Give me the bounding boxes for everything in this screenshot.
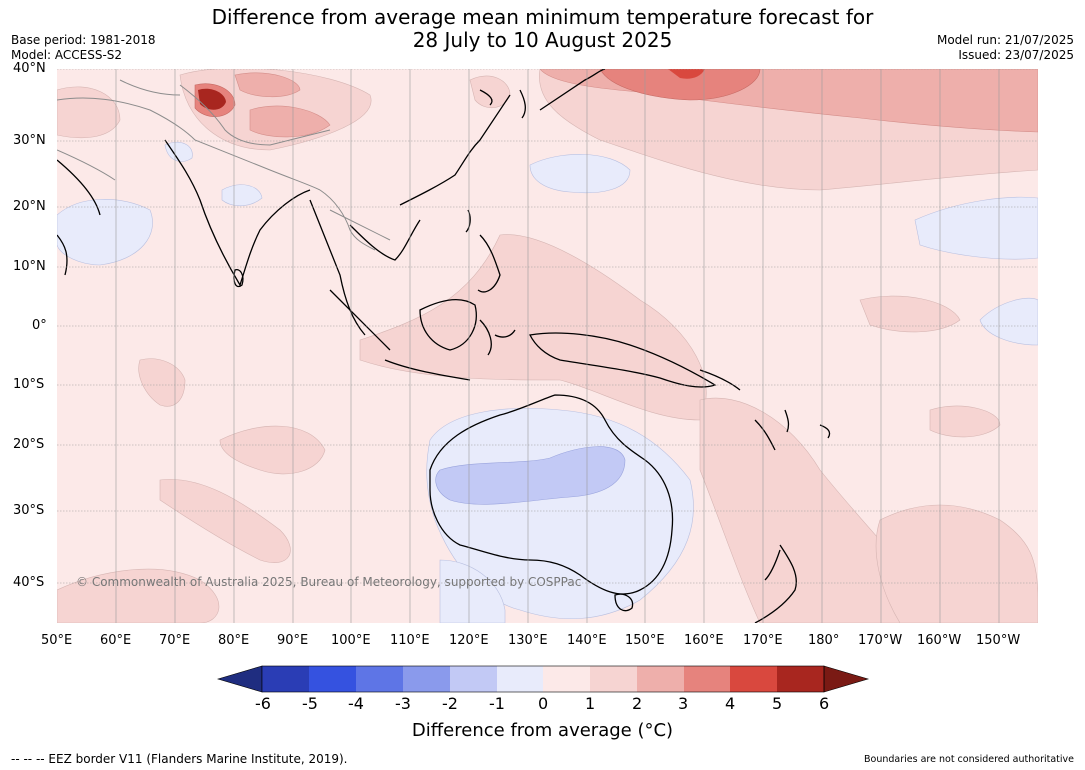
colorbar-tick: -5 — [302, 694, 318, 713]
lon-label: 80°E — [218, 633, 250, 648]
colorbar-tick: 6 — [819, 694, 830, 713]
colorbar-tick: -2 — [442, 694, 458, 713]
colorbar-bin — [403, 666, 450, 692]
lon-label: 170°E — [743, 633, 783, 648]
colorbar-bin — [543, 666, 590, 692]
map-title-line1: Difference from average mean minimum tem… — [211, 5, 874, 29]
boundaries-note: Boundaries are not considered authoritat… — [864, 754, 1074, 765]
colorbar-bin — [497, 666, 543, 692]
model-text: Model: ACCESS-S2 — [11, 48, 123, 62]
colorbar-bin — [777, 666, 824, 692]
colorbar-extend-low — [216, 665, 263, 693]
colorbar-bin — [356, 666, 403, 692]
lat-label: 30°N — [13, 133, 46, 148]
anomaly-4-5-region — [668, 69, 705, 79]
lon-label: 160°W — [917, 633, 962, 648]
anomaly-5-6-region — [198, 88, 226, 110]
colorbar-tick: -6 — [255, 694, 271, 713]
colorbar-label: Difference from average (°C) — [411, 720, 674, 741]
lon-label: 120°E — [449, 633, 489, 648]
copyright-text: © Commonwealth of Australia 2025, Bureau… — [76, 575, 582, 589]
colorbar-tick: 0 — [538, 694, 549, 713]
colorbar-tick: -1 — [489, 694, 505, 713]
base-period-text: Base period: 1981-2018 — [11, 33, 156, 47]
lon-label: 50°E — [41, 633, 73, 648]
lat-label: 20°N — [13, 199, 46, 214]
lon-label: 160°E — [684, 633, 724, 648]
anomaly-neg2-neg1-region — [435, 446, 626, 505]
lon-label: 140°E — [567, 633, 607, 648]
colorbar-tick: -3 — [395, 694, 411, 713]
graticule — [57, 69, 1038, 584]
colorbar-bin — [309, 666, 356, 692]
lon-label: 130°E — [508, 633, 548, 648]
map-field — [57, 69, 1038, 623]
coastlines — [57, 69, 831, 623]
colorbar-bin — [262, 666, 309, 692]
issued-text: Issued: 23/07/2025 — [958, 48, 1074, 62]
anomaly-neg1-0-regions — [57, 141, 1038, 623]
colorbar-tick: 5 — [772, 694, 783, 713]
lon-label: 60°E — [100, 633, 132, 648]
colorbar-frame — [261, 665, 825, 693]
lat-label: 20°S — [13, 437, 45, 452]
lon-label: 100°E — [331, 633, 371, 648]
country-borders — [57, 79, 391, 251]
eez-note: -- -- -- EEZ border V11 (Flanders Marine… — [11, 752, 348, 766]
lon-label: 180° — [808, 633, 840, 648]
lat-label: 10°N — [13, 259, 46, 274]
model-run-text: Model run: 21/07/2025 — [936, 33, 1074, 47]
lat-label: 0° — [32, 318, 47, 333]
map-title-line2: 28 July to 10 August 2025 — [412, 28, 673, 52]
colorbar-bin — [590, 666, 637, 692]
lon-label: 170°W — [858, 633, 903, 648]
colorbar-tick: 1 — [585, 694, 596, 713]
lon-label: 90°E — [277, 633, 309, 648]
colorbar-bin — [637, 666, 684, 692]
lat-label: 10°S — [13, 377, 45, 392]
colorbar-tick: -4 — [348, 694, 364, 713]
lat-label: 30°S — [13, 503, 45, 518]
lat-label: 40°N — [13, 61, 46, 76]
colorbar-bin — [684, 666, 730, 692]
colorbar-tick: 4 — [725, 694, 736, 713]
colorbar-extend-high — [823, 665, 870, 693]
colorbar-tick: 2 — [632, 694, 643, 713]
graticule-meridians — [115, 69, 1000, 623]
colorbar-bin — [450, 666, 497, 692]
lon-label: 150°W — [976, 633, 1021, 648]
colorbar-tick: 3 — [678, 694, 689, 713]
lon-label: 70°E — [159, 633, 191, 648]
lon-label: 110°E — [390, 633, 430, 648]
lat-label: 40°S — [13, 575, 45, 590]
colorbar — [216, 665, 870, 693]
colorbar-bin — [730, 666, 777, 692]
lon-label: 150°E — [625, 633, 665, 648]
